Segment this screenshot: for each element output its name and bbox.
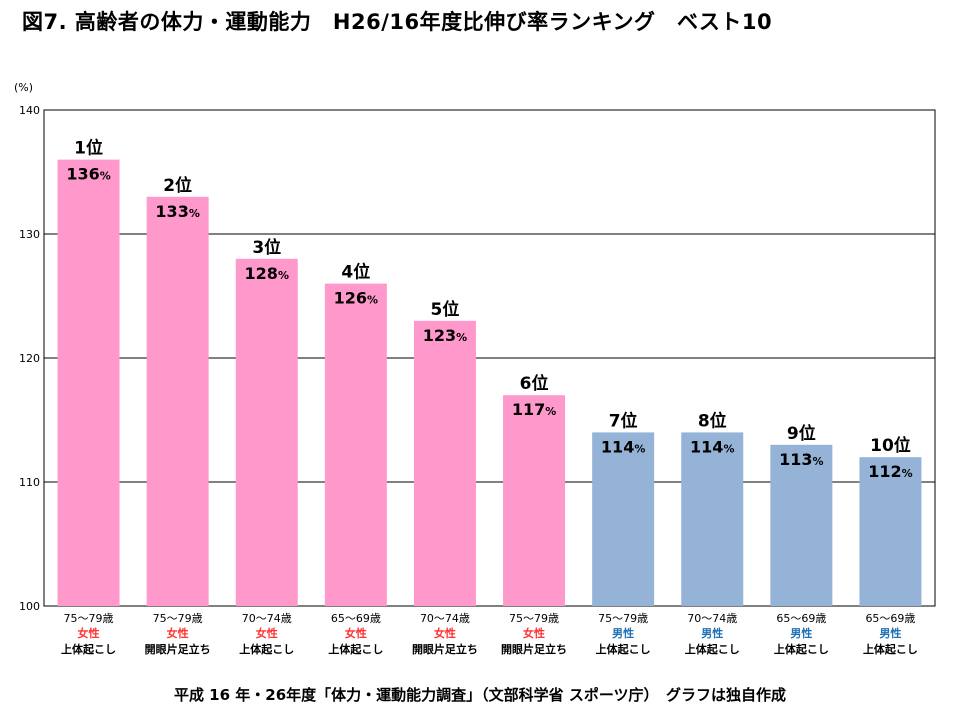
x-category-age: 65〜69歳 xyxy=(865,612,915,625)
bar xyxy=(235,258,298,606)
bar-value-label: 136% xyxy=(66,165,110,184)
bar-rank-label: 8位 xyxy=(698,410,727,431)
bar-rank-label: 2位 xyxy=(163,175,192,196)
bar-value-label: 133% xyxy=(155,202,199,221)
plot-frame xyxy=(43,109,936,607)
bar-rank-label: 1位 xyxy=(74,138,103,159)
x-category-age: 65〜69歳 xyxy=(331,612,381,625)
bar xyxy=(503,395,566,606)
bar xyxy=(592,432,655,606)
bar-rank-label: 3位 xyxy=(252,237,281,258)
x-category-age: 75〜79歳 xyxy=(153,612,203,625)
y-tick-label: 120 xyxy=(19,352,40,365)
bar-value-label: 123% xyxy=(423,326,467,345)
x-category-age: 70〜74歳 xyxy=(687,612,737,625)
bar-value-label: 114% xyxy=(690,437,734,456)
bar xyxy=(770,444,833,606)
y-tick-label: 100 xyxy=(19,600,40,613)
x-category-sex: 男性 xyxy=(790,626,812,640)
chart-title: 図7. 高齢者の体力・運動能力 H26/16年度比伸び率ランキング ベスト10 xyxy=(22,10,773,34)
x-category-test: 上体起こし xyxy=(863,642,918,656)
bar-value-label: 126% xyxy=(334,289,378,308)
bar-rank-label: 9位 xyxy=(787,423,816,444)
y-tick-label: 110 xyxy=(19,476,40,489)
x-category-test: 上体起こし xyxy=(774,642,829,656)
bar-rank-label: 6位 xyxy=(520,373,549,394)
x-category-age: 75〜79歳 xyxy=(598,612,648,625)
bar xyxy=(146,196,209,607)
bar-value-label: 114% xyxy=(601,437,645,456)
x-category-age: 75〜79歳 xyxy=(64,612,114,625)
y-tick-label: 140 xyxy=(19,104,40,117)
x-category-test: 開眼片足立ち xyxy=(412,642,478,656)
x-category-sex: 男性 xyxy=(612,626,634,640)
bar-value-label: 113% xyxy=(779,450,823,469)
x-category-test: 上体起こし xyxy=(239,642,294,656)
x-category-sex: 女性 xyxy=(167,626,189,640)
bar xyxy=(324,283,387,606)
x-category-age: 70〜74歳 xyxy=(420,612,470,625)
bar-rank-label: 10位 xyxy=(870,435,911,456)
x-category-test: 開眼片足立ち xyxy=(501,642,567,656)
x-category-sex: 女性 xyxy=(434,626,456,640)
x-category-age: 75〜79歳 xyxy=(509,612,559,625)
y-tick-label: 130 xyxy=(19,228,40,241)
x-category-test: 上体起こし xyxy=(328,642,383,656)
bar-value-label: 117% xyxy=(512,400,556,419)
x-category-test: 開眼片足立ち xyxy=(145,642,211,656)
y-axis-unit-label: (%) xyxy=(14,81,34,94)
x-category-test: 上体起こし xyxy=(61,642,116,656)
bar-rank-label: 5位 xyxy=(431,299,460,320)
x-category-test: 上体起こし xyxy=(596,642,651,656)
x-category-sex: 女性 xyxy=(256,626,278,640)
bar xyxy=(413,320,476,606)
x-category-test: 上体起こし xyxy=(685,642,740,656)
x-category-age: 65〜69歳 xyxy=(776,612,826,625)
bar xyxy=(859,457,922,606)
x-category-sex: 女性 xyxy=(523,626,545,640)
bar-rank-label: 4位 xyxy=(341,262,370,283)
source-footnote: 平成 16 年・26年度「体力・運動能力調査」（文部科学省 スポーツ庁） グラフ… xyxy=(173,686,787,704)
bar-rank-label: 7位 xyxy=(609,410,638,431)
x-category-sex: 女性 xyxy=(78,626,100,640)
x-category-sex: 女性 xyxy=(345,626,367,640)
bar xyxy=(57,159,120,606)
bar xyxy=(681,432,744,606)
x-category-sex: 男性 xyxy=(701,626,723,640)
x-category-sex: 男性 xyxy=(879,626,901,640)
x-category-age: 70〜74歳 xyxy=(242,612,292,625)
bar-value-label: 112% xyxy=(868,462,912,481)
bar-value-label: 128% xyxy=(245,264,289,283)
